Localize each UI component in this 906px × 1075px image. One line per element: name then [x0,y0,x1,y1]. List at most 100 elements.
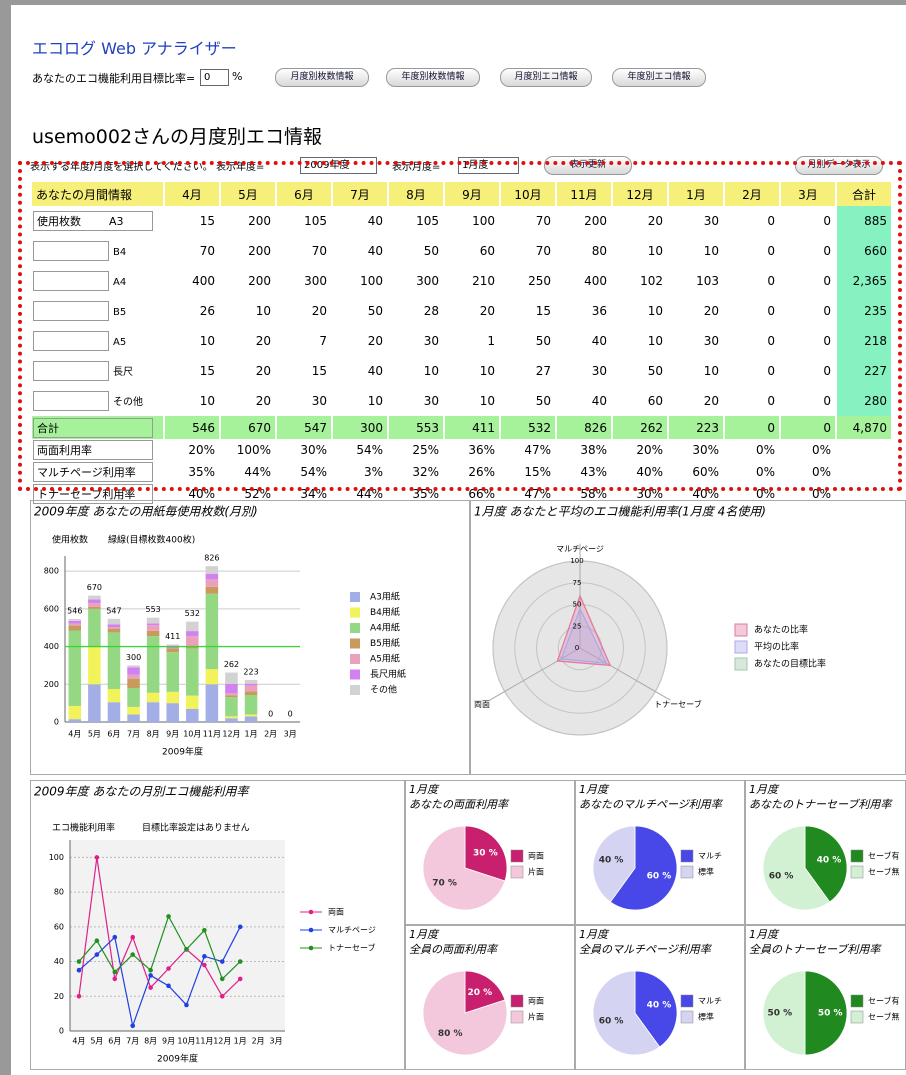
value-cell: 20 [647,214,663,228]
header-cell: 10月 [501,182,555,206]
bar-segment [166,646,179,649]
header-cell: 6月 [277,182,331,206]
bar-segment [88,646,101,685]
legend-label: マルチ [698,997,722,1006]
header-row: あなたの月間情報 4月 5月 6月 7月 8月 9月 10月 11月 12月 1月 2月 3月 合計 [32,182,891,206]
value-cell: 40 [367,244,383,258]
value-cell: 30 [591,364,607,378]
row-size: A3 [109,215,124,228]
y-tick-label: 80 [54,888,64,897]
legend-label: あなたの目標比率 [754,658,826,670]
slice-label: 40 % [599,856,624,866]
y-tick-label: 0 [59,1027,64,1036]
bar-segment [244,714,258,717]
legend-swatch [350,592,360,602]
value-cell: 546 [165,416,219,439]
series-marker [219,959,225,964]
pie-slice [804,970,848,1056]
chart-title: 1月度 [579,783,610,796]
value-cell: 70 [311,244,327,258]
series-marker [76,959,82,964]
legend-swatch [734,640,748,654]
monthly-button[interactable]: 月別データ表示 [795,156,883,175]
series-marker [76,967,82,973]
x-tick-label: 12月 [213,1037,231,1046]
nav-button[interactable]: 年度別枚数情報 [386,68,480,87]
row-size: B4 [113,246,127,258]
value-cell: 43% [580,465,607,479]
slice-label: 60 % [769,871,794,881]
bar-segment [205,586,219,594]
slice-label: 30 % [473,849,498,859]
bar-segment [205,593,219,670]
bar-segment [205,573,219,580]
target-input[interactable]: 0 [200,69,229,86]
series-marker [237,976,243,982]
value-cell: 50 [647,364,663,378]
value-cell: 10 [199,334,215,348]
bar-segment [127,678,140,689]
slice-label: 50 % [818,1009,843,1019]
radar-tick-label: 0 [575,644,579,652]
row-label: 両面利用率 [33,440,153,460]
y-axis-label: エコ機能利用率 [52,822,115,834]
value-cell: 32% [412,465,439,479]
row-label-cell: B5 [32,296,163,326]
value-cell: 10 [647,304,663,318]
value-cell: 0 [781,416,835,439]
series-marker [112,934,118,940]
header-cell: 3月 [781,182,835,206]
header-cell: 2月 [725,182,779,206]
row-size: A5 [113,336,127,348]
value-cell: 102 [640,274,663,288]
bar-segment [107,702,121,722]
legend-label: B5用紙 [370,637,400,649]
bar-segment [244,685,258,692]
legend-label: 標準 [698,1012,714,1022]
legend-label: 平均の比率 [754,641,799,653]
legend-label: B4用紙 [370,606,400,618]
value-cell: 103 [696,274,719,288]
update-button[interactable]: 表示更新 [544,156,632,175]
value-cell: 10 [647,334,663,348]
chart-title: 1月度 [409,783,440,796]
rate-row: トナーセーブ利用率 40% 52% 34% 44% 35% 66% 47% 58% 30% 40% 0… [32,483,891,505]
pie-slice [762,970,806,1056]
bar-segment [107,628,121,633]
legend-swatch [680,994,694,1008]
usage-row: A4 400 200 300 100 300 210 250 400 102 103 0 0 2,365 [32,266,891,296]
value-cell: 0 [767,364,775,378]
legend-label: セーブ無 [868,1012,900,1022]
legend-swatch [680,1010,694,1024]
slice-label: 80 % [438,1029,463,1039]
radar-axis [579,647,671,701]
row-size: A4 [113,276,127,288]
series-marker [130,1023,136,1029]
bar-segment [186,708,199,722]
value-cell: 20 [479,304,495,318]
value-cell: 100 [360,274,383,288]
bar-segment [127,706,140,715]
bar-segment [88,599,101,604]
bar-segment [205,669,219,685]
value-cell: 200 [248,274,271,288]
value-cell: 30 [423,394,439,408]
nav-button[interactable]: 月度別枚数情報 [275,68,369,87]
header-cell: あなたの月間情報 [32,182,163,206]
legend-swatch [350,654,360,664]
value-cell: 70 [535,214,551,228]
x-tick-label: 12月 [222,730,240,739]
bar-segment [186,631,199,637]
value-cell: 15 [199,214,215,228]
x-tick-label: 11月 [203,730,221,739]
nav-button[interactable]: 年度別エコ情報 [612,68,706,87]
value-cell: 10 [423,364,439,378]
x-tick-label: 10月 [183,730,201,739]
value-cell: 200 [584,214,607,228]
legend-label: 長尺用紙 [370,668,406,680]
legend-swatch [350,607,360,618]
y-tick-label: 800 [44,567,59,576]
usage-row: 長尺 15 20 15 40 10 10 27 30 50 10 0 0 227 [32,356,891,386]
nav-button[interactable]: 月度別エコ情報 [500,68,592,87]
